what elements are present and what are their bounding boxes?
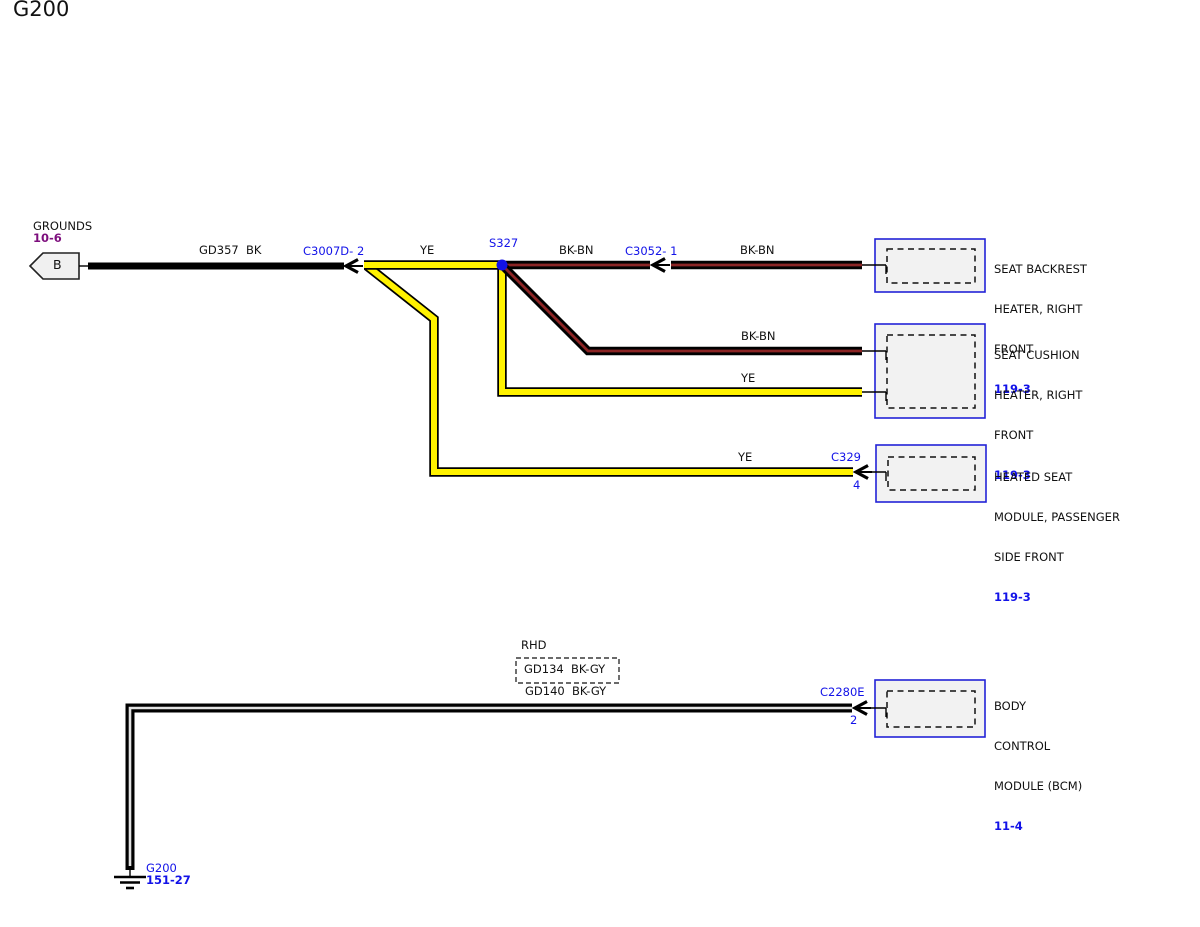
ground-name-link[interactable]: G200	[146, 861, 177, 875]
component-box-heated-seat-module	[875, 444, 987, 503]
connector-link-c3052[interactable]: C3052- 1	[625, 244, 678, 258]
component-page-ref-link[interactable]: 119-3	[994, 590, 1031, 605]
splice-dot-s327[interactable]	[496, 259, 508, 271]
connector-arrow-c3052	[649, 257, 670, 273]
wire-bkbn-s327-to-cushion	[498, 261, 862, 356]
wire-ye-branch-to-module	[364, 262, 853, 477]
grounds-page-ref-link[interactable]: 10-6	[33, 231, 62, 245]
component-name-line: SEAT CUSHION	[994, 347, 1080, 362]
component-label-seat-cushion-heater: SEAT CUSHION HEATER, RIGHT FRONT 119-3	[994, 322, 1082, 510]
component-box-seat-backrest-heater	[874, 238, 986, 293]
component-name-line: HEATER, RIGHT	[994, 388, 1083, 403]
component-name-line: CONTROL	[994, 739, 1051, 754]
component-box-seat-cushion-heater	[874, 323, 986, 419]
ground-symbol-g200	[114, 868, 146, 890]
component-name-line: SIDE FRONT	[994, 550, 1064, 565]
wire-label-bkbn-cushion: BK-BN	[741, 329, 776, 343]
component-label-seat-backrest-heater: SEAT BACKREST HEATER, RIGHT FRONT 119-3	[994, 236, 1087, 424]
ground-reference-connector-b	[28, 252, 90, 280]
rhd-option-label: RHD	[521, 638, 547, 652]
connector-link-c3007d[interactable]: C3007D- 2	[303, 244, 365, 258]
wire-gd140-bkgy	[125, 703, 852, 870]
page-title: G200	[13, 0, 70, 21]
connector-pin-c329[interactable]: 4	[853, 478, 861, 492]
rhd-option-box	[515, 657, 620, 684]
component-name-line: MODULE, PASSENGER	[994, 510, 1120, 525]
ground-ref-pin-label: B	[53, 257, 62, 272]
connector-pin-c2280e[interactable]: 2	[850, 713, 858, 727]
connector-link-c329[interactable]: C329	[831, 450, 861, 464]
ground-page-ref-link[interactable]: 151-27	[146, 873, 191, 887]
component-label-bcm: BODY CONTROL MODULE (BCM) 11-4	[994, 673, 1082, 861]
wire-ye-s327-to-cushion	[497, 265, 862, 397]
wire-label-ye-module: YE	[738, 450, 753, 464]
connector-arrow-c3007d	[342, 258, 363, 274]
wire-label-gd140: GD140 BK-GY	[525, 684, 607, 698]
wire-label-bkbn-backrest: BK-BN	[740, 243, 775, 257]
component-box-bcm	[874, 679, 986, 738]
component-name-line: BODY	[994, 698, 1026, 713]
connector-arrow-c2280e	[851, 700, 871, 716]
wire-label-ye-top: YE	[420, 243, 435, 257]
component-page-ref-link[interactable]: 119-3	[994, 468, 1031, 483]
wire-label-gd357: GD357 BK	[199, 243, 262, 257]
connector-arrow-c329	[852, 464, 872, 480]
component-name-line: SEAT BACKREST	[994, 261, 1087, 276]
splice-link-s327[interactable]: S327	[489, 236, 519, 250]
grounds-label: GROUNDS	[33, 219, 93, 233]
component-name-line: FRONT	[994, 342, 1034, 357]
wire-label-gd134-rhd: GD134 BK-GY	[524, 662, 606, 676]
component-label-heated-seat-module: HEATED SEAT MODULE, PASSENGER SIDE FRONT…	[994, 444, 1120, 632]
component-name-line: MODULE (BCM)	[994, 779, 1083, 794]
wire-label-bkbn-top: BK-BN	[559, 243, 594, 257]
component-page-ref-link[interactable]: 11-4	[994, 819, 1023, 834]
connector-link-c2280e[interactable]: C2280E	[820, 685, 865, 699]
component-name-line: FRONT	[994, 428, 1034, 443]
wire-label-ye-cushion: YE	[741, 371, 756, 385]
component-name-line: HEATER, RIGHT	[994, 302, 1083, 317]
component-name-line: HEATED SEAT	[994, 469, 1073, 484]
component-page-ref-link[interactable]: 119-3	[994, 382, 1031, 397]
